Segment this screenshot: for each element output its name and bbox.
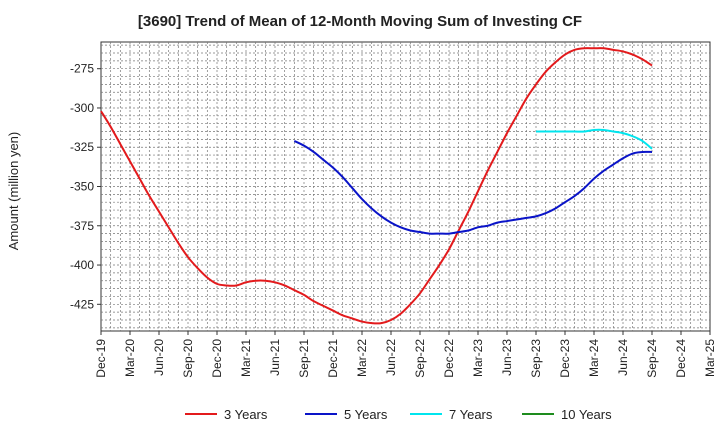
x-tick-label: Mar-25 bbox=[703, 339, 717, 377]
x-tick-label: Sep-22 bbox=[413, 339, 427, 378]
legend-label: 5 Years bbox=[344, 407, 388, 422]
y-tick-label: -425 bbox=[70, 297, 94, 311]
x-tick-label: Jun-21 bbox=[268, 339, 282, 376]
x-axis-ticks: Dec-19 Mar-20 Jun-20 Sep-20 Dec-20 Mar-21 Jun-… bbox=[94, 331, 717, 378]
y-axis-ticks: -275 -300 -325 -350 -375 -400 -425 bbox=[70, 62, 101, 311]
legend-label: 10 Years bbox=[561, 407, 612, 422]
legend-label: 7 Years bbox=[449, 407, 493, 422]
series-line-3-years bbox=[100, 47, 653, 325]
x-tick-label: Mar-24 bbox=[587, 339, 601, 377]
legend-label: 3 Years bbox=[224, 407, 268, 422]
x-tick-label: Mar-22 bbox=[355, 339, 369, 377]
series-line-5-years bbox=[293, 140, 653, 235]
series-line-7-years bbox=[536, 128, 653, 150]
grid-lines bbox=[101, 42, 710, 331]
y-tick-label: -275 bbox=[70, 62, 94, 76]
x-tick-label: Dec-22 bbox=[442, 339, 456, 378]
x-tick-label: Sep-24 bbox=[645, 339, 659, 378]
x-tick-label: Dec-19 bbox=[94, 339, 108, 378]
x-tick-label: Jun-22 bbox=[384, 339, 398, 376]
x-tick-label: Sep-23 bbox=[529, 339, 543, 378]
y-tick-label: -400 bbox=[70, 258, 94, 272]
x-tick-label: Mar-23 bbox=[471, 339, 485, 377]
x-tick-label: Jun-20 bbox=[152, 339, 166, 376]
y-axis-label: Amount (million yen) bbox=[6, 132, 21, 251]
x-tick-label: Dec-21 bbox=[326, 339, 340, 378]
y-tick-label: -300 bbox=[70, 101, 94, 115]
series-lines bbox=[100, 47, 653, 325]
x-tick-label: Dec-24 bbox=[674, 339, 688, 378]
y-tick-label: -325 bbox=[70, 140, 94, 154]
x-tick-label: Sep-21 bbox=[297, 339, 311, 378]
x-tick-label: Dec-23 bbox=[558, 339, 572, 378]
x-tick-label: Mar-21 bbox=[239, 339, 253, 377]
chart-title: [3690] Trend of Mean of 12-Month Moving … bbox=[138, 13, 582, 30]
y-tick-label: -375 bbox=[70, 219, 94, 233]
x-tick-label: Mar-20 bbox=[123, 339, 137, 377]
legend: 3 Years 5 Years 7 Years 10 Years bbox=[185, 407, 612, 422]
x-tick-label: Dec-20 bbox=[210, 339, 224, 378]
x-tick-label: Jun-23 bbox=[500, 339, 514, 376]
x-tick-label: Sep-20 bbox=[181, 339, 195, 378]
x-tick-label: Jun-24 bbox=[616, 339, 630, 376]
y-tick-label: -350 bbox=[70, 180, 94, 194]
